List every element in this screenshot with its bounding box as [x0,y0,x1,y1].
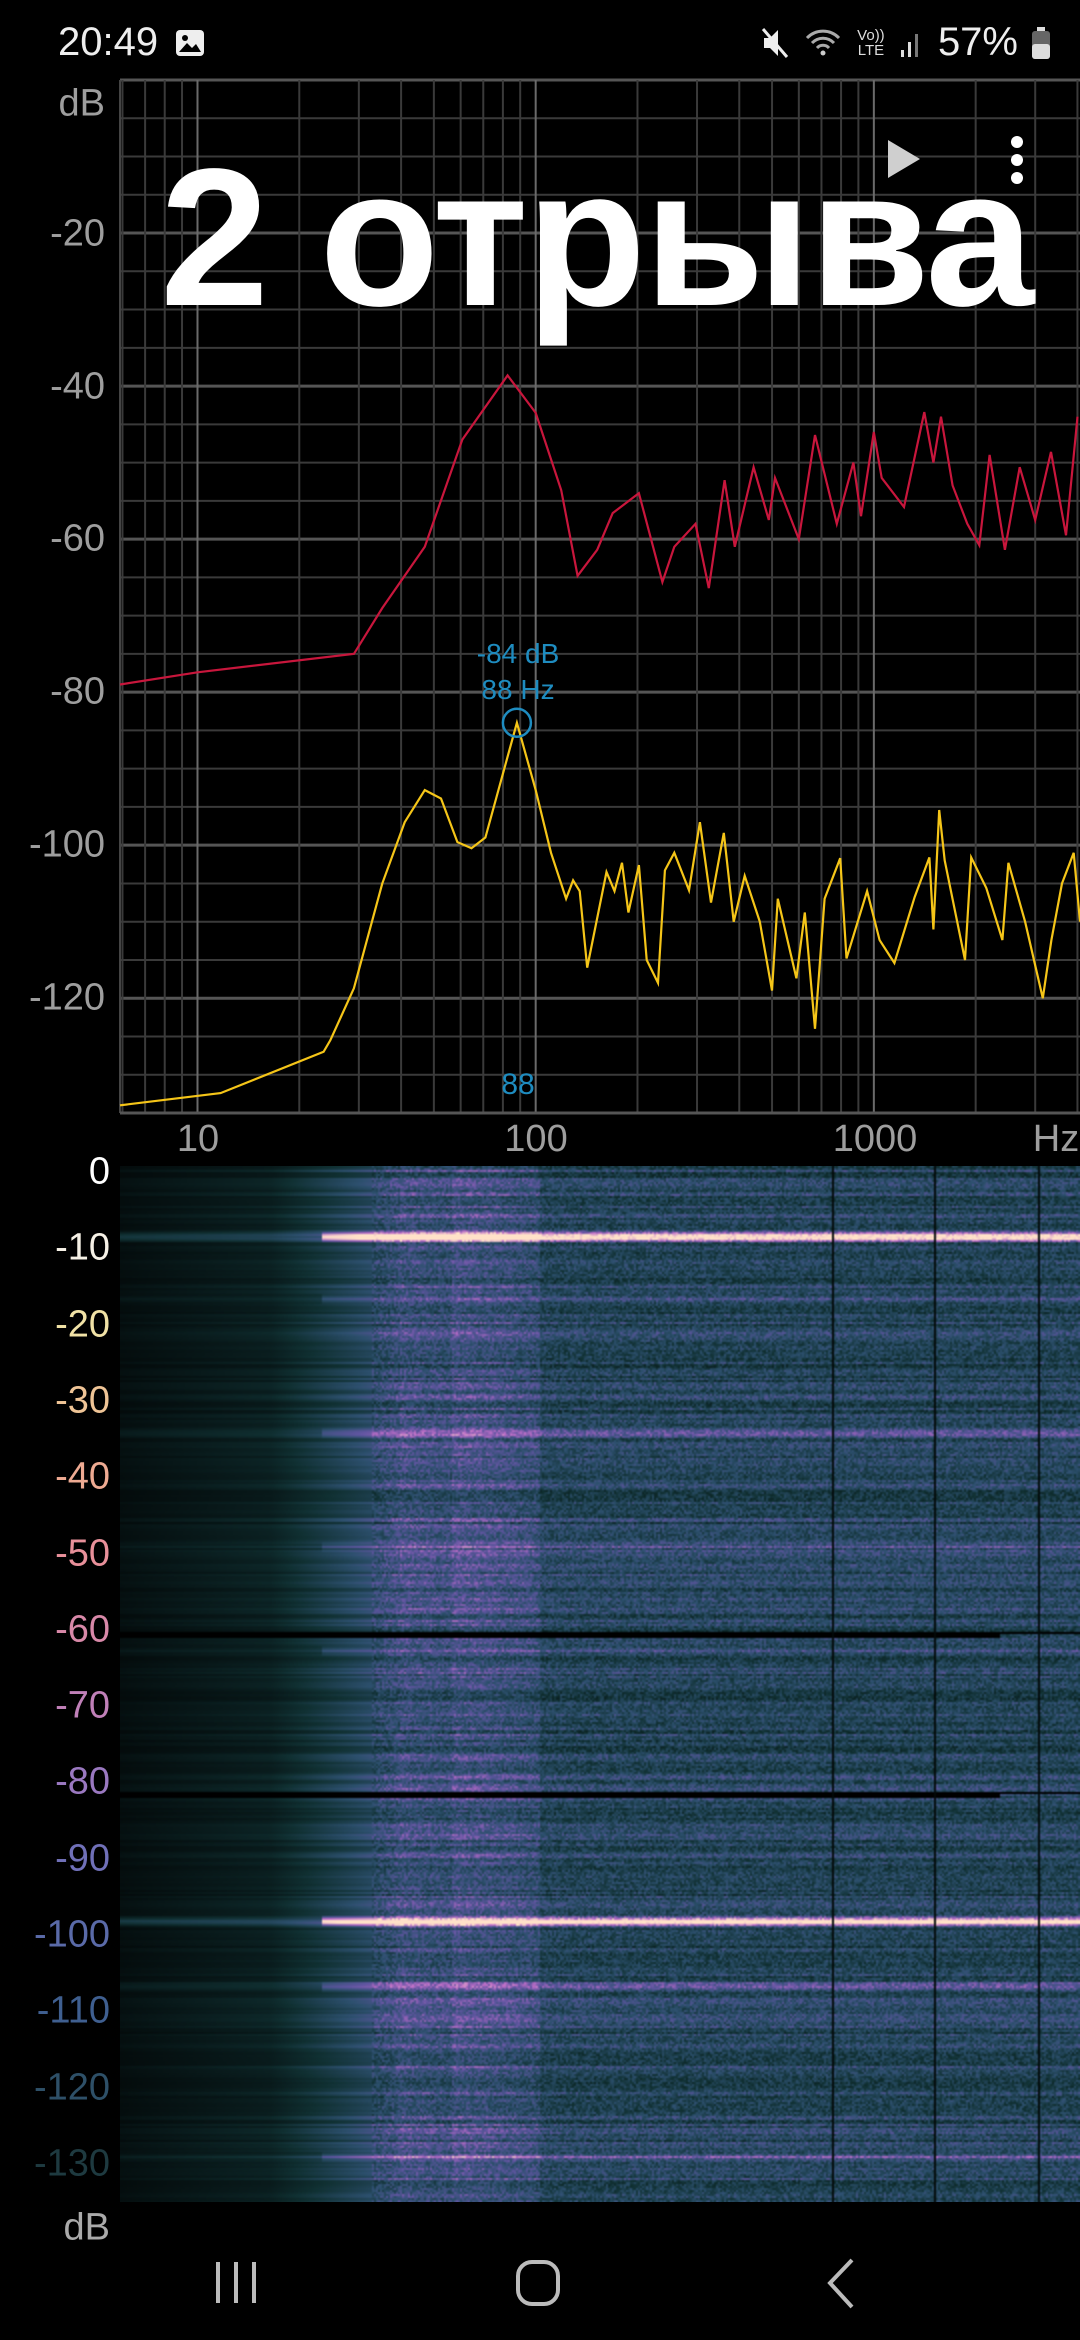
signal-icon [900,33,918,57]
back-icon[interactable] [827,2258,854,2309]
battery-percent: 57% [937,20,1018,64]
spectrogram-y-tick: -40 [55,1455,110,1498]
spectrogram-unit-label: dB [63,2206,110,2249]
spectrogram-y-tick: -80 [55,1760,110,1803]
spectrogram-y-tick: -130 [33,2142,110,2185]
spectrogram-y-tick: 0 [88,1150,110,1193]
spectrogram-y-tick: -110 [36,1989,110,2032]
marker-db-label: -84 dB [476,638,560,669]
spectrum-chart[interactable] [0,0,1080,1170]
status-time: 20:49 [58,20,205,65]
peak-marker [501,707,533,739]
spectrogram-y-tick: -20 [55,1303,110,1346]
play-icon[interactable] [884,138,924,180]
y-tick: -20 [50,212,105,255]
y-tick: -120 [28,976,105,1019]
x-tick: 100 [504,1118,568,1160]
volte-icon: Vo)) LTE [857,26,885,59]
spectrogram-y-tick: -90 [55,1837,110,1880]
spectrogram-y-tick: -60 [55,1608,110,1651]
spectrogram-y-tick: -70 [55,1684,110,1727]
spectrogram-y-tick: -100 [33,1913,110,1956]
battery-icon [1032,26,1050,59]
x-tick: 10 [176,1118,220,1160]
spectrum-series-1 [119,373,1079,686]
y-unit-label: dB [58,82,105,125]
y-tick: -60 [50,517,105,560]
x-tick: 1000 [832,1118,918,1160]
wifi-icon [805,29,841,55]
y-tick: -40 [50,365,105,408]
more-vert-icon[interactable] [1005,134,1029,190]
y-tick: -80 [50,670,105,713]
home-icon[interactable] [516,2260,560,2306]
spectrogram-y-tick: -30 [55,1379,110,1422]
marker-hz-label: 88 Hz [481,674,555,705]
status-icons: Vo)) LTE 57% [760,20,1050,65]
spectrogram-y-tick: -120 [33,2066,110,2109]
marker-x-label: 88 [501,1068,535,1101]
navigation-bar [216,2258,854,2309]
gallery-icon [176,30,205,56]
spectrogram-y-tick: -10 [55,1226,110,1269]
spectrum-series-2 [119,718,1080,1107]
spectrogram-y-tick: -50 [55,1532,110,1574]
spectrogram-waterfall[interactable] [120,1166,1080,2202]
y-tick: -100 [28,823,105,866]
mute-icon [761,27,789,58]
x-unit-label: Hz [1032,1118,1080,1160]
clock: 20:49 [58,20,159,64]
recent-apps-icon[interactable] [216,2262,256,2303]
